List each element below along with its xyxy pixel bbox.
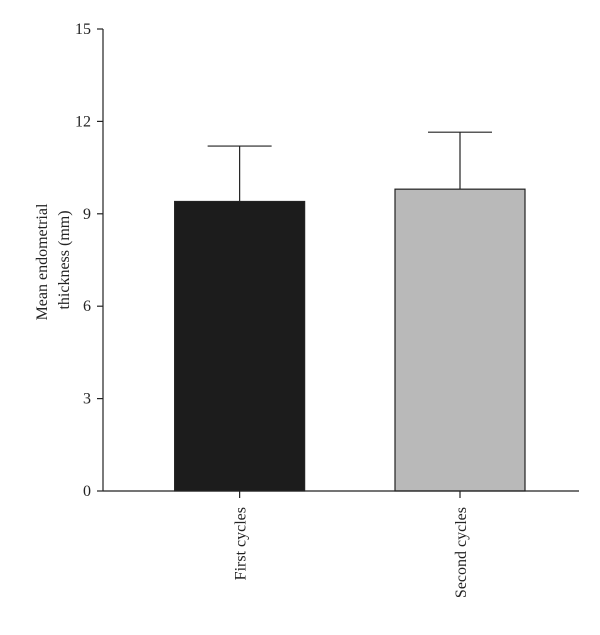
x-ticks: First cycles Second cycles — [233, 491, 470, 598]
y-tick-label: 9 — [83, 206, 91, 223]
y-tick-label: 3 — [83, 391, 91, 408]
error-bars — [207, 131, 492, 202]
y-tick-label: 0 — [83, 483, 91, 500]
y-axis-title-line-1: Mean endometrial — [34, 203, 51, 320]
y-tick-label: 12 — [75, 113, 91, 130]
x-tick-label: First cycles — [233, 507, 250, 580]
y-tick-label: 6 — [83, 298, 91, 315]
bars — [174, 188, 526, 492]
y-ticks: 0 3 6 9 12 15 — [75, 21, 103, 500]
y-tick-label: 15 — [75, 21, 91, 38]
bar — [394, 188, 526, 492]
x-tick-label: Second cycles — [453, 507, 470, 598]
y-axis-title-line-2: thickness (mm) — [56, 210, 73, 309]
y-axis-title: Mean endometrial thickness (mm) — [34, 200, 73, 321]
bar — [174, 200, 306, 492]
axes — [102, 29, 579, 492]
